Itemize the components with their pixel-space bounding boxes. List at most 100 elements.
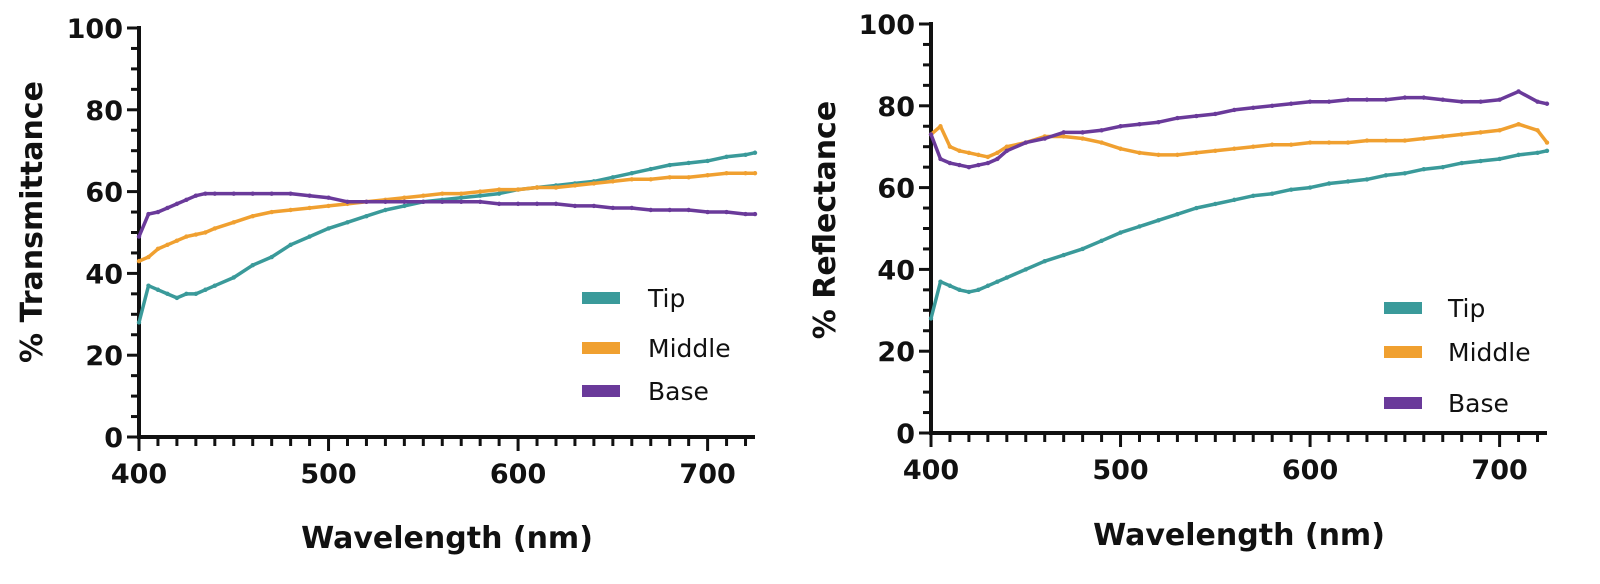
data-point-tip [364, 213, 369, 219]
data-point-tip [212, 283, 218, 288]
y-tick-label: 100 [67, 14, 123, 45]
legend: Tip Middle Base [1384, 294, 1531, 418]
data-point-middle [184, 234, 189, 239]
data-point-base [326, 195, 331, 200]
data-point-tip [1080, 246, 1085, 252]
data-point-base [985, 160, 991, 166]
data-point-tip [1061, 252, 1066, 258]
data-point-base [1194, 113, 1199, 119]
y-tick-label: 80 [85, 96, 123, 127]
y-tick-label: 40 [877, 255, 915, 286]
series-line-base [137, 191, 757, 239]
data-point-tip [1251, 193, 1256, 198]
x-tick-label: 400 [903, 455, 959, 486]
data-point-base [136, 234, 142, 239]
data-point-base [928, 132, 934, 137]
data-point-middle [572, 183, 578, 188]
data-point-base [212, 191, 218, 196]
data-point-tip [938, 279, 943, 284]
data-point-base [686, 207, 691, 213]
data-point-base [307, 193, 312, 198]
data-point-tip [184, 291, 189, 297]
data-point-base [1364, 97, 1370, 102]
data-point-base [976, 162, 981, 168]
data-point-base [966, 164, 972, 170]
data-point-base [231, 191, 236, 196]
data-point-middle [1544, 140, 1550, 145]
data-point-middle [421, 193, 426, 198]
data-point-tip [1383, 173, 1389, 178]
data-point-tip [1440, 164, 1445, 170]
legend-label-middle: Middle [648, 334, 731, 363]
data-point-middle [686, 175, 691, 180]
data-point-base [1383, 97, 1389, 102]
data-point-tip [686, 160, 691, 166]
legend-label-base: Base [648, 377, 709, 406]
data-point-base [705, 209, 710, 215]
data-point-middle [1004, 144, 1010, 149]
data-point-middle [976, 152, 981, 158]
data-point-base [193, 193, 199, 198]
x-axis-title: Wavelength (nm) [1093, 518, 1385, 553]
data-point-middle [440, 191, 445, 196]
chart-panel-1: 0 20 40 60 80 100 400 500 600 700 Wavelength (nm)%… [15, 14, 758, 556]
data-point-base [1042, 136, 1047, 141]
data-point-middle [591, 181, 597, 186]
data-point-base [667, 207, 672, 213]
data-point-base [1099, 128, 1104, 133]
series-line-base [929, 89, 1549, 169]
data-point-tip [193, 291, 199, 297]
y-tick-label: 40 [85, 259, 123, 290]
y-axis-title: % Transmittance [15, 81, 50, 363]
data-point-tip [1288, 187, 1294, 192]
data-point-base [610, 205, 616, 211]
data-point-tip [136, 320, 142, 325]
chart-panel-2: 0 20 40 60 80 100 400 500 600 700 Wavelength (nm)%… [808, 10, 1550, 553]
data-point-middle [269, 209, 274, 215]
data-point-middle [231, 220, 236, 225]
data-point-middle [1345, 140, 1351, 145]
data-point-middle [1232, 146, 1237, 151]
data-point-tip [705, 158, 710, 164]
data-point-tip [1023, 267, 1028, 272]
data-point-tip [496, 191, 502, 196]
data-point-base [1232, 107, 1237, 113]
data-point-middle [155, 246, 161, 252]
legend-swatch-middle [582, 342, 620, 354]
data-point-tip [667, 162, 672, 168]
data-point-base [1023, 140, 1028, 145]
legend-swatch-tip [1384, 302, 1422, 314]
y-tick-label: 60 [85, 178, 123, 209]
data-point-tip [1478, 158, 1483, 164]
data-point-middle [705, 173, 710, 178]
data-point-middle [1099, 140, 1104, 145]
data-point-base [534, 201, 540, 207]
data-point-middle [648, 177, 653, 182]
data-point-tip [1459, 160, 1464, 166]
data-point-middle [146, 254, 151, 260]
y-tick-label: 100 [859, 10, 915, 41]
data-point-middle [1478, 130, 1483, 135]
data-point-base [383, 199, 388, 205]
data-point-middle [1137, 150, 1142, 156]
data-point-base [724, 209, 729, 215]
data-point-tip [231, 275, 236, 280]
data-point-middle [165, 242, 170, 247]
data-point-tip [1156, 218, 1161, 223]
data-point-tip [477, 193, 483, 198]
data-point-base [165, 205, 170, 211]
legend-swatch-tip [582, 292, 620, 304]
data-point-base [1459, 99, 1464, 104]
data-point-tip [269, 254, 274, 260]
data-point-base [250, 191, 255, 196]
data-point-base [421, 199, 426, 205]
data-point-middle [1251, 144, 1256, 149]
x-tick-label: 500 [300, 459, 356, 490]
y-tick-label: 0 [896, 419, 915, 450]
data-point-tip [648, 166, 653, 172]
legend-label-tip: Tip [1447, 294, 1485, 323]
data-point-base [269, 191, 274, 196]
data-point-middle [553, 185, 559, 190]
data-point-base [1345, 97, 1351, 102]
